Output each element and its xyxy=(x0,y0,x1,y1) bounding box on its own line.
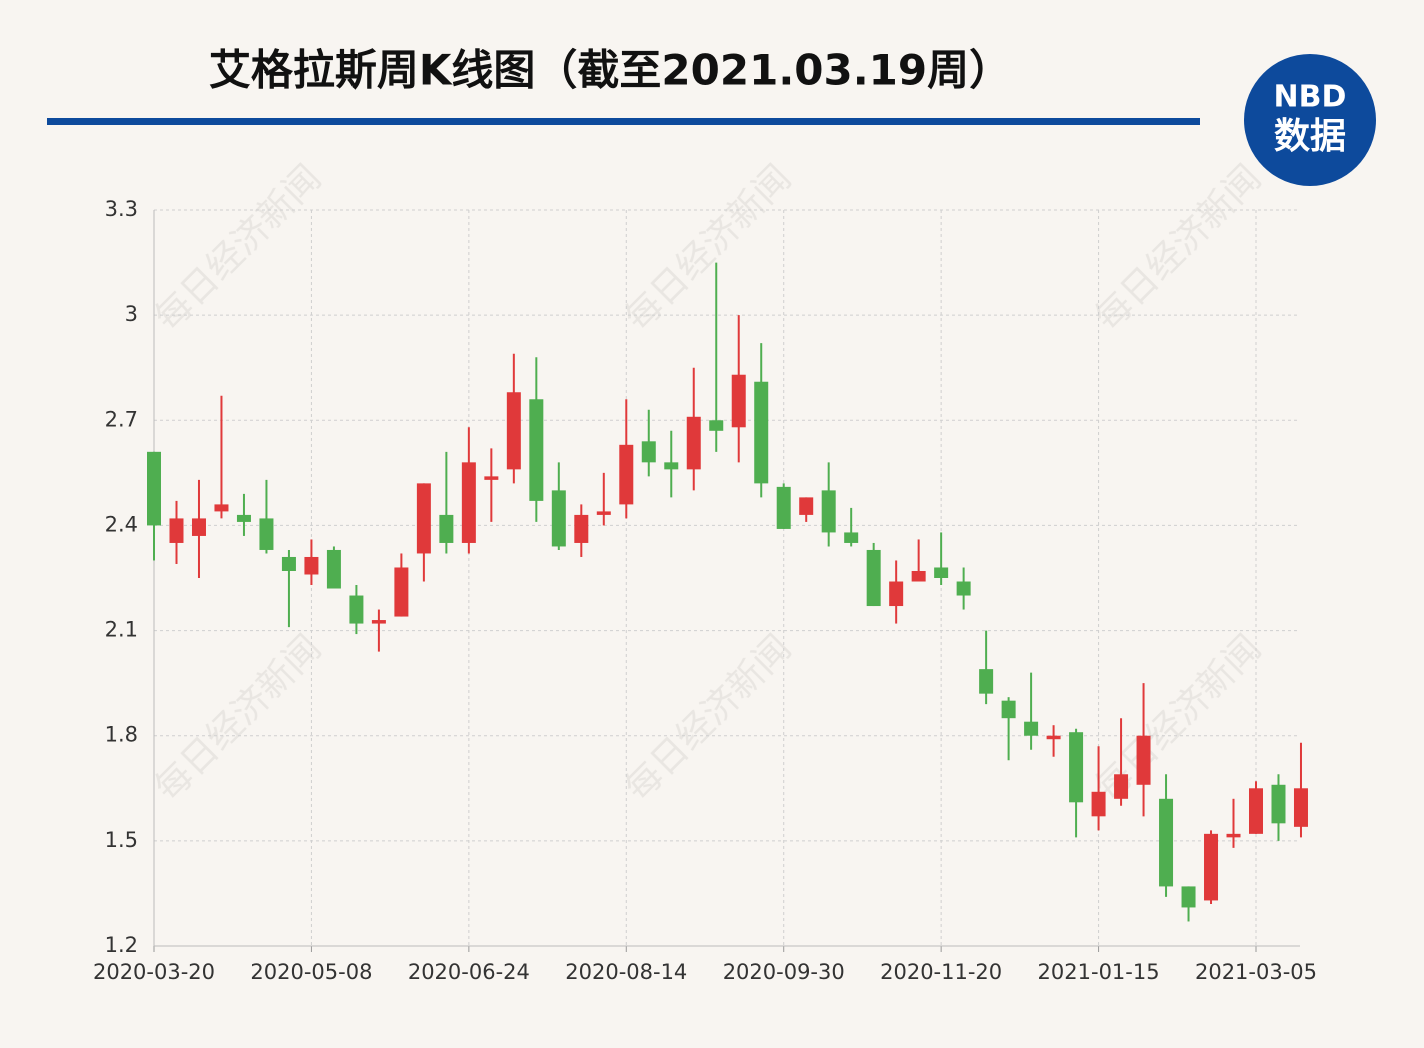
chart-title: 艾格拉斯周K线图（截至2021.03.19周） xyxy=(209,46,1011,95)
candle-body xyxy=(147,451,161,526)
candle-body xyxy=(506,392,521,470)
y-tick-label: 1.8 xyxy=(105,723,138,747)
x-tick-label: 2020-08-14 xyxy=(565,960,687,984)
candle-body xyxy=(1293,788,1308,827)
candle-body xyxy=(619,444,634,505)
y-tick-label: 1.2 xyxy=(105,933,138,957)
candle-body xyxy=(416,483,431,554)
candle-body xyxy=(664,462,679,470)
x-tick-label: 2020-05-08 xyxy=(250,960,372,984)
candle-body xyxy=(709,420,724,431)
candle-body xyxy=(191,518,206,536)
candle-body xyxy=(574,514,589,543)
candle-body xyxy=(844,532,859,543)
logo-bottom: 数据 xyxy=(1274,116,1346,157)
candle-body xyxy=(1046,735,1061,740)
candle-body xyxy=(1249,788,1263,834)
candle-body xyxy=(551,490,566,547)
candle-body xyxy=(821,490,836,533)
y-tick-label: 3 xyxy=(125,302,138,326)
candle-body xyxy=(236,514,251,522)
candle-body xyxy=(934,567,949,578)
y-tick-label: 3.3 xyxy=(105,197,138,221)
x-tick-label: 2020-11-20 xyxy=(880,960,1002,984)
candle-body xyxy=(281,556,296,571)
candle-body xyxy=(776,486,791,529)
candle-body xyxy=(484,476,499,480)
candle-body xyxy=(169,518,184,543)
candle-body xyxy=(799,497,814,515)
candle-body xyxy=(911,570,926,582)
x-tick-label: 2020-03-20 xyxy=(93,960,215,984)
candle-body xyxy=(461,462,476,543)
candle-body xyxy=(259,518,274,550)
candle-body xyxy=(686,416,701,470)
y-tick-label: 2.4 xyxy=(105,512,138,536)
y-tick-label: 2.7 xyxy=(105,407,138,431)
logo-top: NBD xyxy=(1274,80,1347,115)
candle-body xyxy=(1069,732,1084,803)
logo xyxy=(1244,54,1376,186)
candle-body xyxy=(1226,833,1241,838)
candle-body xyxy=(1114,774,1129,799)
candle-body xyxy=(1181,886,1196,908)
y-tick-label: 1.5 xyxy=(105,828,138,852)
candle-body xyxy=(371,620,386,624)
candle-body xyxy=(641,441,656,463)
x-tick-label: 2020-06-24 xyxy=(408,960,530,984)
candle-body xyxy=(1271,784,1286,824)
x-tick-label: 2021-01-15 xyxy=(1038,960,1160,984)
candle-body xyxy=(866,549,881,607)
candle-body xyxy=(326,549,341,589)
x-tick-label: 2020-09-30 xyxy=(723,960,845,984)
candle-body xyxy=(596,511,611,515)
candle-body xyxy=(1024,721,1039,736)
candle-body xyxy=(394,567,409,617)
y-tick-label: 2.1 xyxy=(105,618,138,642)
candle-body xyxy=(889,581,904,607)
candle-body xyxy=(731,374,746,428)
candle-body xyxy=(1091,791,1106,817)
candle-body xyxy=(1001,700,1016,719)
candle-body xyxy=(979,669,994,694)
title-rule xyxy=(47,118,1200,125)
candle-body xyxy=(439,514,454,543)
candle-body xyxy=(754,381,769,484)
candle-body xyxy=(349,595,364,624)
candle-body xyxy=(304,556,319,575)
candle-body xyxy=(956,581,971,596)
candle-body xyxy=(214,504,229,512)
x-tick-label: 2021-03-05 xyxy=(1195,960,1317,984)
candle-body xyxy=(1204,833,1219,901)
candle-body xyxy=(529,399,544,501)
candle-body xyxy=(1136,735,1151,785)
candle-body xyxy=(1159,798,1174,887)
